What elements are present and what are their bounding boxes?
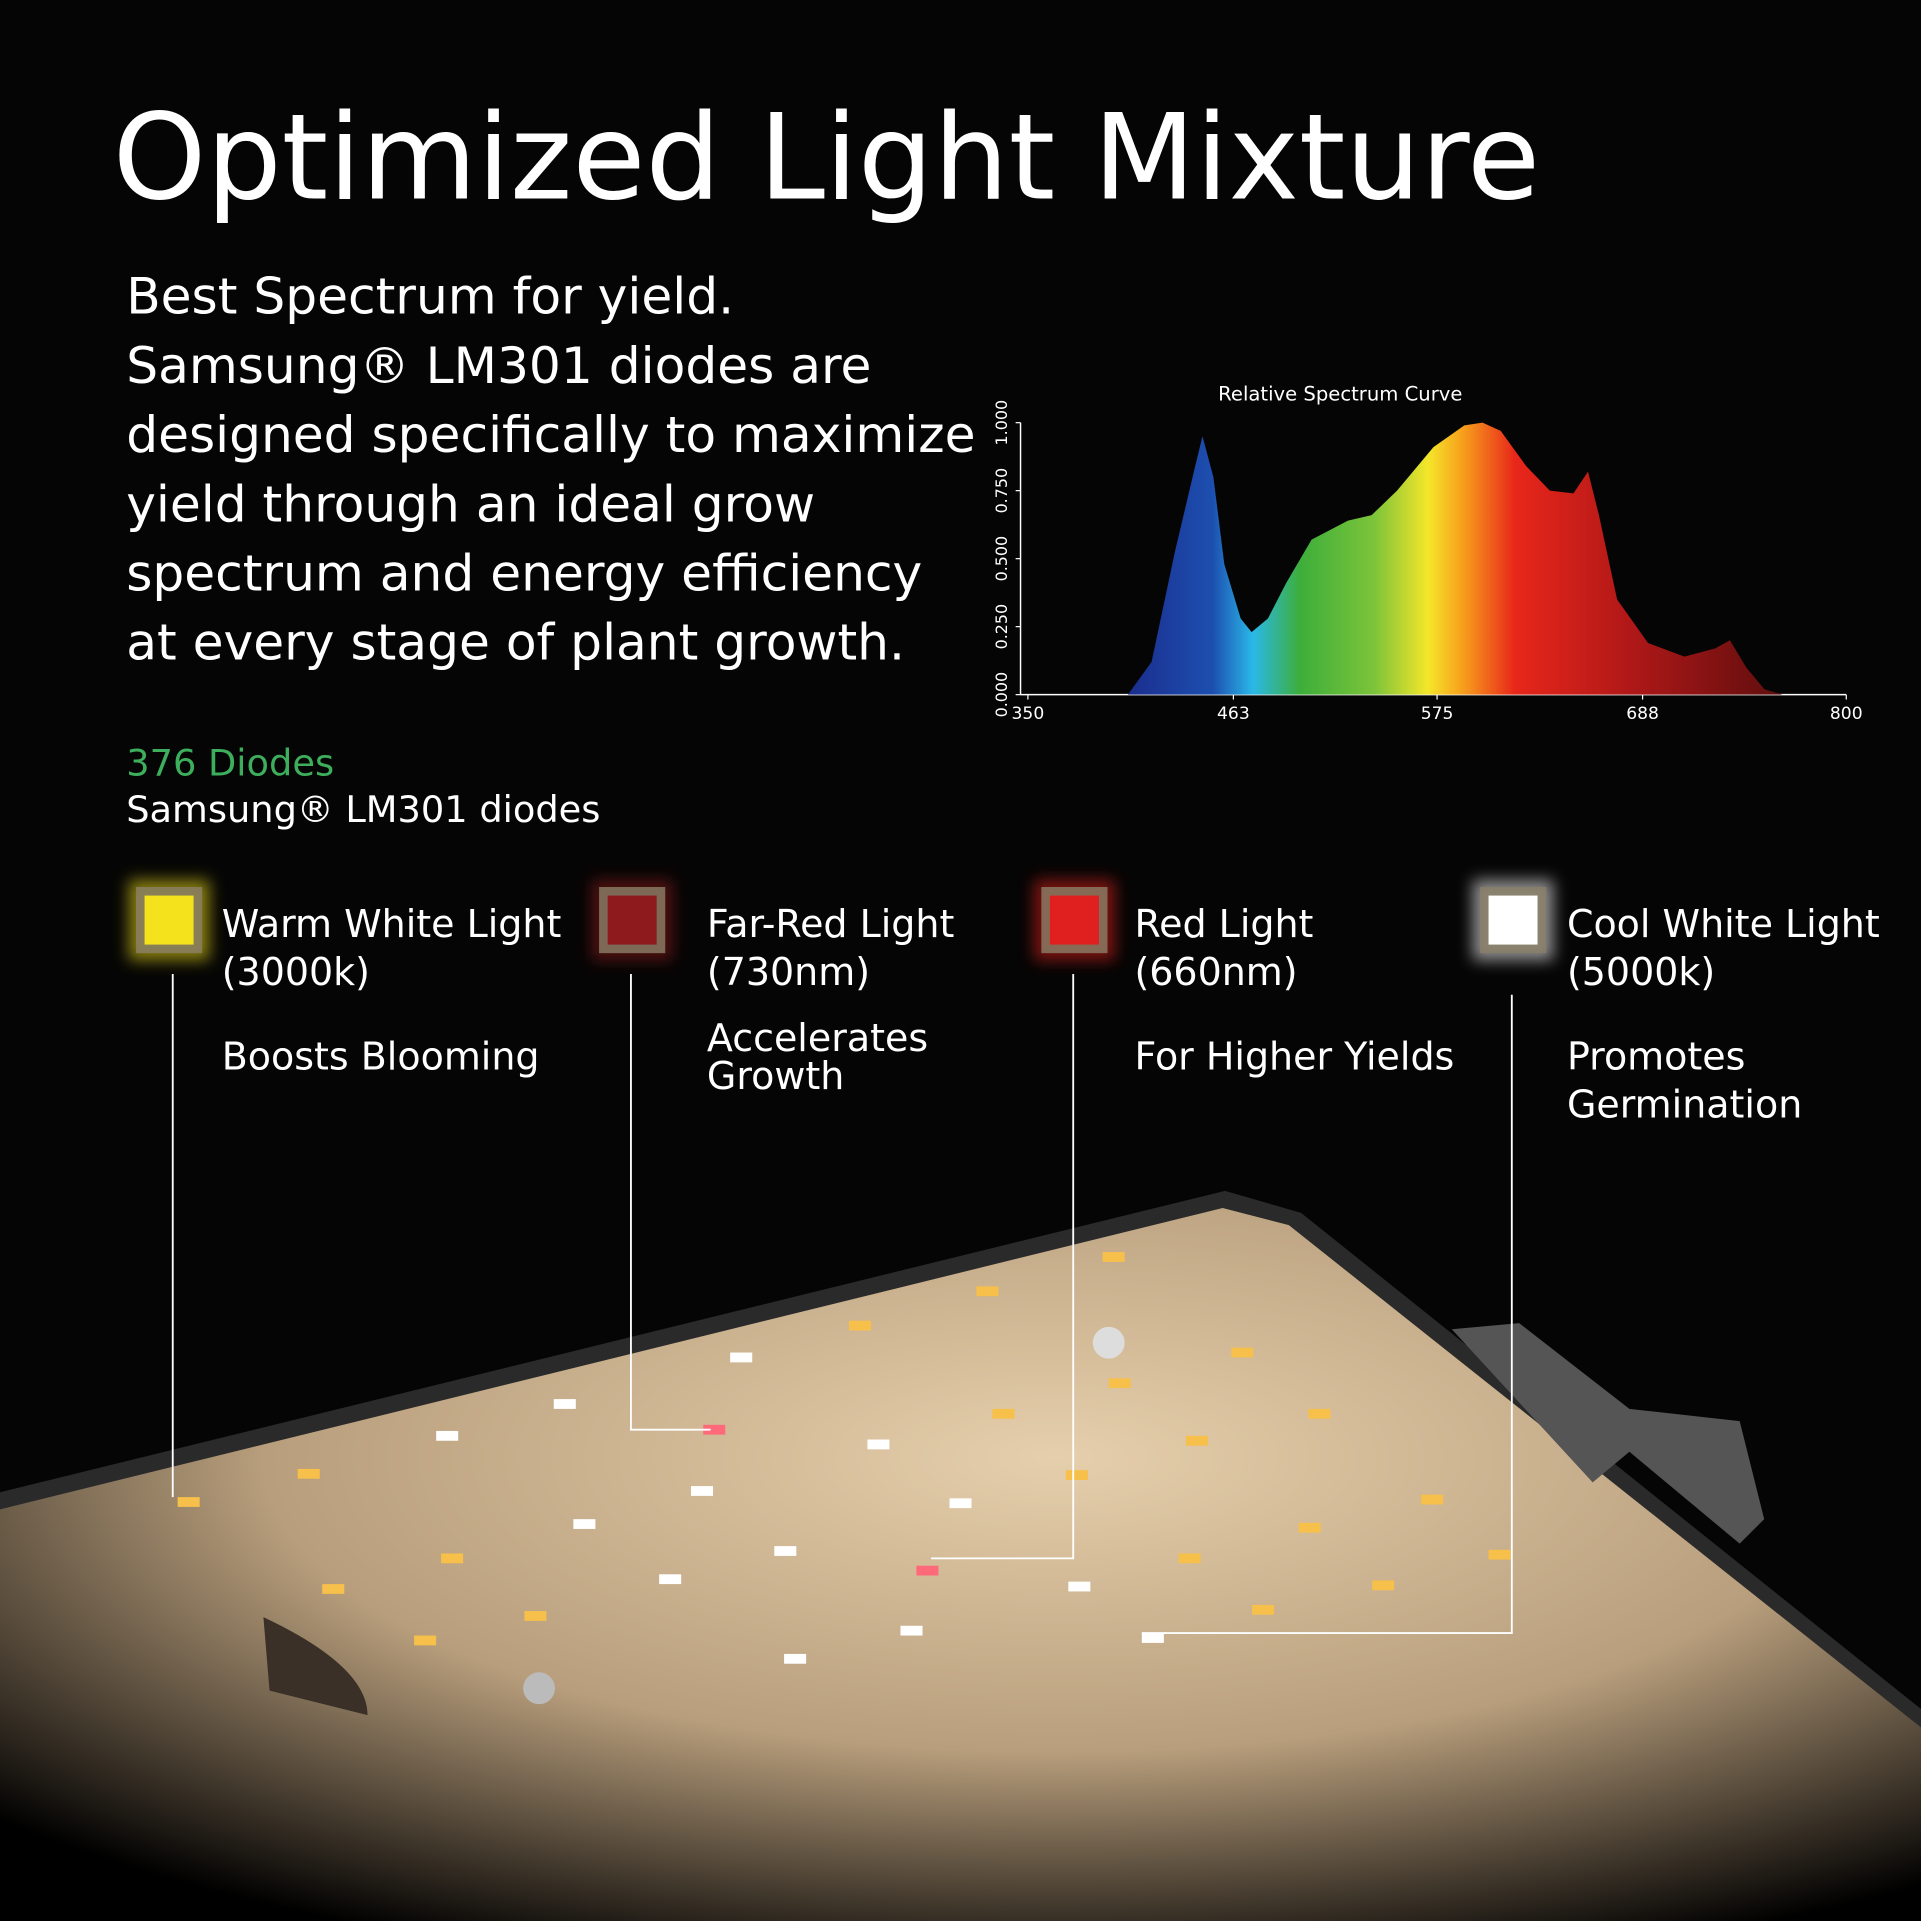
light-description: Boosts Blooming: [222, 1035, 540, 1079]
intro-line: at every stage of plant growth.: [126, 613, 905, 672]
chart-title: Relative Spectrum Curve: [1218, 383, 1462, 406]
y-tick-label: 0.000: [992, 672, 1011, 718]
light-name: (5000k): [1567, 950, 1715, 994]
light-name: Cool White Light: [1567, 902, 1880, 946]
light-item: Warm White Light(3000k) Boosts Blooming: [128, 879, 562, 1079]
light-name: (660nm): [1134, 950, 1297, 994]
light-description: Growth: [707, 1054, 844, 1098]
swatch: [607, 895, 657, 945]
x-tick-label: 575: [1421, 704, 1454, 724]
diode-model: Samsung® LM301 diodes: [126, 788, 600, 831]
light-description: Germination: [1567, 1082, 1802, 1126]
light-description: Accelerates: [707, 1016, 928, 1060]
y-tick-label: 0.750: [992, 468, 1011, 514]
light-item: Red Light(660nm) For Higher Yields: [1034, 879, 1454, 1079]
intro-line: designed specifically to maximize: [126, 405, 975, 464]
light-description: Promotes: [1567, 1035, 1745, 1079]
y-tick-label: 0.250: [992, 604, 1011, 650]
diode-count: 376 Diodes: [126, 742, 334, 785]
intro-line: Best Spectrum for yield.: [126, 267, 734, 326]
spectrum-chart: Relative Spectrum Curve 350 463 575 688 800 0…: [992, 383, 1863, 725]
y-tick-label: 0.500: [992, 536, 1011, 582]
y-tick-label: 1.000: [992, 400, 1011, 446]
leader-lines: [171, 973, 1513, 1635]
light-description: For Higher Yields: [1134, 1035, 1454, 1079]
light-item: Cool White Light(5000k) PromotesGerminati…: [1472, 879, 1880, 1126]
spectrum-area: [1127, 422, 1783, 695]
swatch: [144, 895, 194, 945]
light-name: Warm White Light: [222, 902, 562, 946]
light-name: (3000k): [222, 950, 370, 994]
intro-line: yield through an ideal grow: [126, 474, 815, 533]
x-tick-label: 800: [1830, 704, 1863, 724]
lamp-photo: [0, 1190, 1921, 1921]
intro-line: spectrum and energy efficiency: [126, 544, 922, 603]
x-tick-label: 463: [1217, 704, 1250, 724]
light-name: Red Light: [1134, 902, 1313, 946]
intro-line: Samsung® LM301 diodes are: [126, 336, 871, 395]
x-tick-label: 688: [1626, 704, 1659, 724]
light-name: Far-Red Light: [707, 902, 954, 946]
swatch: [1488, 895, 1538, 945]
x-tick-label: 350: [1012, 704, 1045, 724]
light-name: (730nm): [707, 950, 870, 994]
title: Optimized Light Mixture: [113, 89, 1540, 227]
swatch: [1049, 895, 1099, 945]
